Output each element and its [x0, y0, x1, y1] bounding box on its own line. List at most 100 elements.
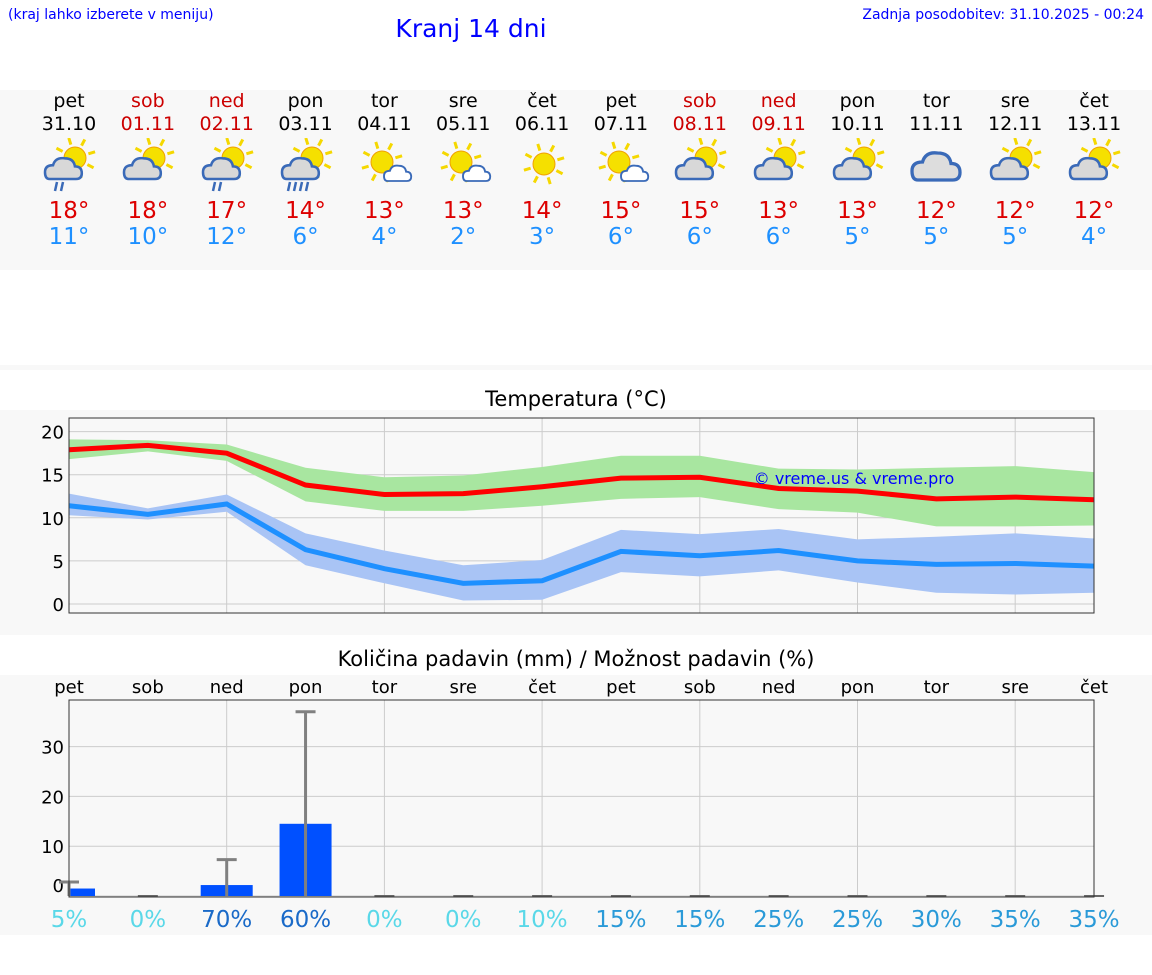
- day-name: pet: [605, 90, 637, 112]
- sun-cloud-icon: [753, 138, 806, 181]
- y-tick-label: 5: [53, 552, 64, 573]
- y-tick-label: 20: [41, 423, 64, 444]
- x-category-label: sre: [1001, 677, 1028, 698]
- max-temp: 13°: [364, 198, 405, 224]
- day-forecast: sre 12.11 12° 5°: [970, 90, 1060, 250]
- sun-icon: [523, 143, 565, 185]
- x-category-label: tor: [372, 677, 398, 698]
- x-category-label: sre: [450, 677, 477, 698]
- last-updated: Zadnja posodobitev: 31.10.2025 - 00:24: [862, 7, 1144, 23]
- day-date: 09.11: [751, 113, 806, 135]
- min-temp: 12°: [206, 224, 248, 250]
- precip-probability: 15%: [674, 907, 725, 933]
- precip-probability: 30%: [911, 907, 962, 933]
- min-temp: 2°: [450, 224, 477, 250]
- min-temp: 6°: [686, 224, 713, 250]
- day-forecast: pet 07.11 15° 6°: [576, 90, 666, 250]
- day-date: 06.11: [514, 113, 570, 135]
- day-date: 05.11: [436, 113, 491, 135]
- min-temp-band: [69, 493, 1095, 601]
- min-temp: 4°: [1080, 224, 1108, 250]
- min-temp: 6°: [607, 224, 634, 250]
- temperature-chart: 0 5 10 15 20 © vreme.us & vreme.pro: [41, 417, 1095, 616]
- day-name: čet: [1079, 90, 1109, 112]
- day-name: ned: [208, 90, 245, 112]
- day-forecast: čet 13.11 12° 4°: [1049, 90, 1139, 250]
- day-date: 11.11: [909, 113, 964, 135]
- day-name: pon: [287, 90, 324, 112]
- max-temp: 17°: [206, 198, 248, 224]
- sun-cloud-rain-icon: [201, 138, 254, 192]
- y-tick-label: 10: [41, 509, 64, 530]
- sun-small-cloud-icon: [361, 141, 413, 183]
- sun-small-cloud-icon: [598, 141, 650, 183]
- sun-cloud-icon: [832, 138, 885, 181]
- page-title: Kranj 14 dni: [395, 14, 547, 43]
- day-date: 07.11: [593, 113, 649, 135]
- x-category-label: pon: [289, 677, 323, 698]
- x-category-label: čet: [1080, 677, 1108, 698]
- x-category-label: pon: [841, 677, 875, 698]
- day-forecast: pet 31.10 18° 11°: [24, 90, 114, 250]
- sun-cloud-heavy-rain-icon: [280, 138, 333, 192]
- precip-probability: 70%: [201, 907, 252, 933]
- max-temp: 13°: [758, 198, 800, 224]
- day-name: sob: [131, 90, 165, 112]
- precip-probability: 0%: [445, 907, 482, 933]
- max-temp: 15°: [600, 198, 642, 224]
- day-date: 04.11: [357, 113, 412, 135]
- day-date: 13.11: [1066, 113, 1122, 135]
- y-tick-label: 20: [41, 787, 64, 808]
- min-temp: 11°: [48, 224, 90, 250]
- forecast-strip: pet 31.10 18° 11° sob 01.11 18° 10° ned 02…: [0, 90, 1152, 270]
- day-name: pon: [839, 90, 876, 112]
- y-tick-label: 15: [41, 466, 64, 487]
- y-tick-label: 0: [53, 876, 64, 897]
- precip-probability: 0%: [366, 907, 403, 933]
- x-category-label: tor: [924, 677, 950, 698]
- precip-probability: 35%: [1068, 907, 1119, 933]
- sun-cloud-rain-icon: [43, 138, 96, 192]
- day-date: 03.11: [278, 113, 333, 135]
- plot-border: [68, 699, 1095, 898]
- day-forecast: čet 06.11 14° 3°: [497, 90, 587, 250]
- day-forecast: sob 01.11 18° 10°: [103, 90, 193, 250]
- min-temp: 5°: [923, 224, 950, 250]
- max-temp: 12°: [915, 198, 957, 224]
- day-date: 02.11: [199, 113, 254, 135]
- precip-probability: 10%: [517, 907, 568, 933]
- max-temp: 15°: [679, 198, 721, 224]
- max-temp: 12°: [1073, 198, 1115, 224]
- x-category-label: ned: [762, 677, 796, 698]
- temperature-chart-title: Temperatura (°C): [485, 387, 667, 411]
- max-temp: 12°: [994, 198, 1036, 224]
- day-name: tor: [370, 90, 398, 112]
- max-temp: 18°: [48, 198, 90, 224]
- day-name: ned: [760, 90, 797, 112]
- day-forecast: sob 08.11 15° 6°: [655, 90, 745, 250]
- x-category-label: sob: [132, 677, 164, 698]
- min-temp-line: [68, 501, 1095, 586]
- max-temp: 13°: [442, 198, 484, 224]
- sun-cloud-icon: [122, 138, 175, 181]
- day-forecast: pon 10.11 13° 5°: [813, 90, 903, 250]
- min-temp: 3°: [529, 224, 556, 250]
- min-temp: 6°: [765, 224, 792, 250]
- plot-border: [68, 417, 1095, 614]
- precip-probability: 25%: [753, 907, 804, 933]
- y-tick-label: 10: [41, 837, 64, 858]
- day-date: 01.11: [120, 113, 176, 135]
- max-temp: 14°: [521, 198, 563, 224]
- precip-probability: 60%: [280, 907, 331, 933]
- precip-probability: 5%: [51, 907, 88, 933]
- min-temp: 5°: [844, 224, 871, 250]
- y-tick-label: 0: [53, 595, 64, 616]
- x-category-label: sob: [684, 677, 716, 698]
- precip-probability: 15%: [595, 907, 646, 933]
- max-temp: 14°: [285, 198, 326, 224]
- max-temp: 18°: [127, 198, 169, 224]
- sun-cloud-icon: [674, 138, 727, 181]
- divider: [0, 365, 1152, 370]
- day-name: pet: [53, 90, 85, 112]
- max-temp-line: [68, 442, 1095, 503]
